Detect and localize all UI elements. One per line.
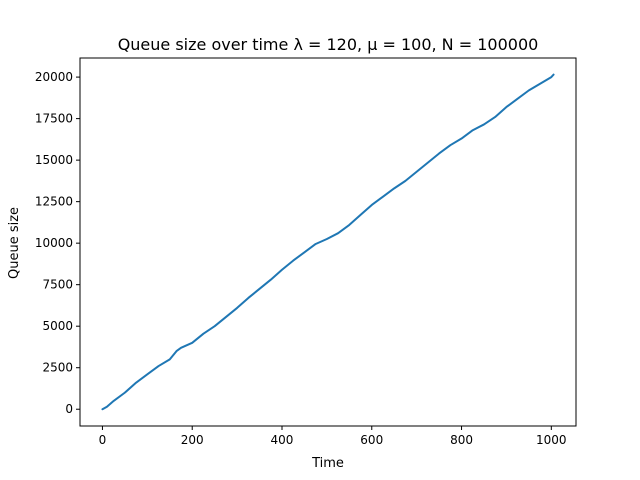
y-tick-label: 5000 xyxy=(42,319,73,333)
y-tick-label: 17500 xyxy=(35,112,73,126)
x-tick-label: 0 xyxy=(99,433,107,447)
x-tick-label: 800 xyxy=(450,433,473,447)
plot-layer: 0 200 400 600 800 100002500500075001000012500… xyxy=(35,57,577,447)
x-tick-label: 1000 xyxy=(536,433,567,447)
queue-size-series-line xyxy=(101,73,555,411)
x-axis-label: Time xyxy=(311,456,344,471)
y-tick-label: 0 xyxy=(65,402,73,416)
y-tick-label: 20000 xyxy=(35,70,73,84)
y-tick-label: 15000 xyxy=(35,153,73,167)
y-tick-label: 10000 xyxy=(35,236,73,250)
x-tick-label: 200 xyxy=(181,433,204,447)
y-tick-label: 12500 xyxy=(35,195,73,209)
chart-title: Queue size over time λ = 120, μ = 100, N… xyxy=(118,35,539,54)
y-tick-label: 2500 xyxy=(42,361,73,375)
x-tick-label: 400 xyxy=(271,433,294,447)
x-tick-label: 600 xyxy=(360,433,383,447)
y-tick-label: 7500 xyxy=(42,278,73,292)
plot-frame xyxy=(79,57,577,427)
y-axis-label: Queue size xyxy=(7,207,22,279)
